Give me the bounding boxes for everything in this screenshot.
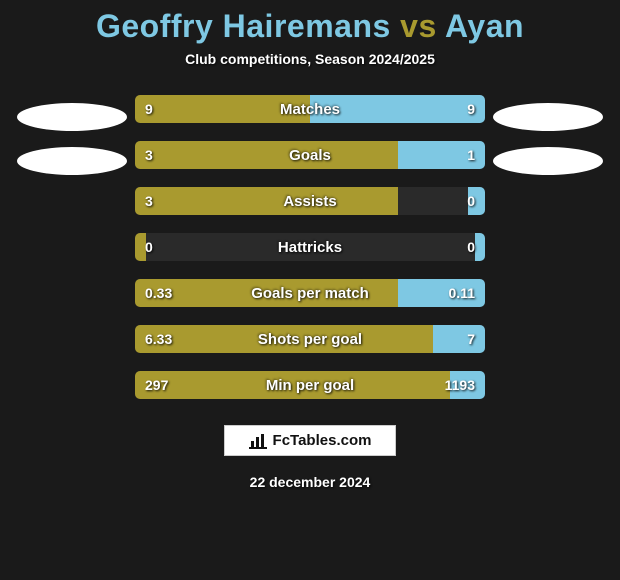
stat-row: 99Matches [135, 95, 485, 123]
brand-badge[interactable]: FcTables.com [224, 425, 397, 456]
player1-logo-placeholder [17, 103, 127, 131]
stat-bar-right [450, 371, 485, 399]
title-player1: Geoffry Hairemans [96, 8, 391, 44]
stats-area: 99Matches 31Goals 30Assists 00Hattricks 0.33… [0, 95, 620, 399]
stat-label: Hattricks [135, 233, 485, 261]
chart-icon [249, 433, 267, 449]
stat-bar-right [475, 233, 486, 261]
footer-date: 22 december 2024 [250, 474, 371, 490]
title-vs: vs [391, 8, 445, 44]
stat-row: 30Assists [135, 187, 485, 215]
stat-bar-right [398, 279, 486, 307]
stat-bar-left [135, 279, 398, 307]
stat-row: 0.330.11Goals per match [135, 279, 485, 307]
stat-bar-left [135, 325, 433, 353]
comparison-container: Geoffry Hairemans vs Ayan Club competiti… [0, 0, 620, 580]
stat-bar-left [135, 233, 146, 261]
subtitle: Club competitions, Season 2024/2025 [185, 51, 435, 67]
title-player2: Ayan [445, 8, 524, 44]
stat-value-left: 0 [145, 233, 153, 261]
stat-row: 2971193Min per goal [135, 371, 485, 399]
brand-text: FcTables.com [273, 432, 372, 449]
player2-flag-placeholder [493, 147, 603, 175]
stat-row: 6.337Shots per goal [135, 325, 485, 353]
stat-bar-left [135, 95, 310, 123]
player1-flag-placeholder [17, 147, 127, 175]
stat-bars: 99Matches 31Goals 30Assists 00Hattricks 0.33… [135, 95, 485, 399]
stat-row: 31Goals [135, 141, 485, 169]
stat-bar-left [135, 187, 398, 215]
right-avatar-col [493, 95, 603, 175]
stat-bar-right [433, 325, 486, 353]
stat-bar-left [135, 141, 398, 169]
page-title: Geoffry Hairemans vs Ayan [96, 8, 524, 45]
stat-bar-right [310, 95, 485, 123]
stat-bar-right [468, 187, 486, 215]
stat-row: 00Hattricks [135, 233, 485, 261]
player2-logo-placeholder [493, 103, 603, 131]
stat-bar-left [135, 371, 450, 399]
stat-bar-right [398, 141, 486, 169]
left-avatar-col [17, 95, 127, 175]
